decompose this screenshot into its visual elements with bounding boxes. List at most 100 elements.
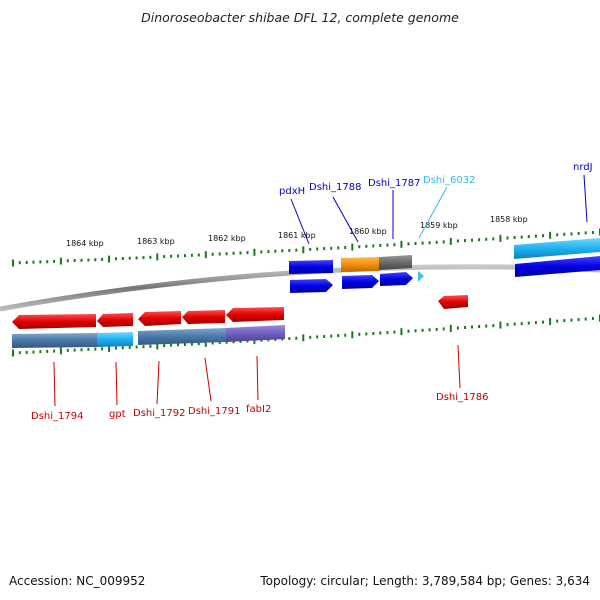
gene-Dshi_1788-bar[interactable] — [341, 257, 379, 272]
gene-fabI2-bar[interactable] — [226, 325, 285, 342]
minor-tick — [393, 330, 396, 334]
tick-label-1858: 1858 kbp — [490, 215, 528, 224]
gene-Dshi_1792-bar[interactable] — [138, 328, 226, 345]
minor-tick — [18, 261, 21, 265]
minor-tick — [365, 332, 368, 336]
minor-tick — [577, 231, 580, 235]
minor-tick — [121, 346, 124, 350]
minor-tick — [274, 249, 277, 253]
minor-tick — [225, 340, 228, 344]
gene-Dshi_6032-arrow[interactable] — [418, 271, 424, 282]
minor-tick — [114, 346, 117, 350]
minor-tick — [471, 325, 473, 329]
minor-tick — [506, 323, 509, 327]
gene-pdxH-arrow[interactable] — [290, 279, 333, 293]
major-tick — [499, 321, 502, 329]
minor-tick — [591, 317, 594, 320]
leader-gpt — [115, 361, 118, 406]
major-tick — [108, 344, 110, 352]
minor-tick — [149, 255, 152, 259]
label-gpt[interactable]: gpt — [109, 409, 126, 420]
minor-tick — [73, 259, 76, 262]
gene-Dshi_1792-arrow[interactable] — [138, 311, 181, 326]
minor-tick — [211, 341, 214, 345]
minor-tick — [563, 319, 566, 323]
gene-nrdJ-bar[interactable] — [514, 238, 600, 259]
gene-Dshi_1787-arrow[interactable] — [380, 272, 413, 286]
major-tick — [156, 342, 159, 350]
minor-tick — [25, 261, 28, 264]
minor-tick — [330, 334, 333, 338]
minor-tick — [428, 241, 431, 245]
minor-tick — [386, 243, 389, 247]
gene-pdxH-bar[interactable] — [289, 260, 333, 274]
leader-pdxH — [290, 198, 310, 245]
minor-tick — [197, 253, 200, 257]
minor-tick — [513, 236, 516, 239]
minor-tick — [80, 348, 83, 352]
minor-tick — [25, 350, 28, 354]
label-Dshi_1794[interactable]: Dshi_1794 — [31, 411, 83, 422]
gene-Dshi_1786-arrow[interactable] — [438, 295, 468, 309]
minor-tick — [344, 333, 347, 337]
major-tick — [156, 253, 159, 261]
minor-tick — [442, 327, 445, 331]
leader-Dshi_6032 — [418, 186, 448, 239]
gene-Dshi_1788-arrow[interactable] — [342, 275, 379, 289]
major-tick — [351, 331, 354, 339]
minor-tick — [358, 245, 361, 249]
minor-tick — [358, 332, 361, 336]
genome-summary-text: Topology: circular; Length: 3,789,584 bp… — [260, 574, 590, 588]
major-tick — [253, 248, 256, 256]
label-Dshi_1788[interactable]: Dshi_1788 — [309, 182, 361, 193]
minor-tick — [478, 238, 481, 242]
minor-tick — [570, 232, 573, 236]
minor-tick — [177, 254, 180, 258]
gene-Dshi_1794-bar[interactable] — [12, 333, 97, 348]
label-nrdJ[interactable]: nrdJ — [573, 162, 593, 173]
minor-tick — [386, 331, 389, 335]
label-Dshi_1786[interactable]: Dshi_1786 — [436, 392, 488, 403]
minor-tick — [337, 246, 340, 250]
minor-tick — [435, 327, 438, 331]
gene-fabI2-arrow[interactable] — [226, 307, 284, 322]
minor-tick — [53, 349, 56, 353]
tick-label-1861: 1861 kbp — [278, 231, 316, 240]
major-tick — [59, 347, 62, 355]
forward-genes — [289, 238, 600, 293]
minor-tick — [170, 343, 173, 347]
gene-gpt-arrow[interactable] — [97, 313, 133, 327]
gene-Dshi_1787-bar[interactable] — [379, 255, 412, 270]
label-Dshi_6032[interactable]: Dshi_6032 — [423, 175, 475, 186]
minor-tick — [218, 341, 221, 345]
label-fabI2[interactable]: fabI2 — [246, 404, 271, 415]
gene-Dshi_1791-arrow[interactable] — [182, 310, 225, 324]
label-Dshi_1787[interactable]: Dshi_1787 — [368, 178, 420, 189]
minor-tick — [372, 244, 375, 248]
major-tick — [59, 257, 62, 265]
label-pdxH[interactable]: pdxH — [279, 186, 305, 197]
minor-tick — [32, 260, 35, 264]
major-tick — [204, 251, 207, 259]
major-tick — [108, 255, 110, 263]
minor-tick — [407, 242, 410, 246]
minor-tick — [184, 343, 186, 346]
leader-fabI2 — [256, 355, 259, 401]
minor-tick — [513, 322, 516, 326]
minor-tick — [32, 350, 35, 354]
label-Dshi_1792[interactable]: Dshi_1792 — [133, 408, 185, 419]
minor-tick — [295, 336, 298, 340]
gene-gpt-bar[interactable] — [97, 332, 133, 347]
minor-tick — [239, 339, 242, 343]
minor-tick — [260, 250, 263, 254]
label-Dshi_1791[interactable]: Dshi_1791 — [188, 406, 240, 417]
lower-tick-track — [12, 314, 600, 357]
minor-tick — [218, 252, 221, 256]
minor-tick — [542, 234, 544, 238]
major-tick — [400, 328, 403, 336]
gene-Dshi_1794-arrow[interactable] — [12, 314, 96, 329]
minor-tick — [316, 247, 319, 251]
minor-tick — [556, 319, 559, 323]
gene-nrdJ-arrow[interactable] — [515, 256, 600, 277]
minor-tick — [73, 348, 76, 352]
